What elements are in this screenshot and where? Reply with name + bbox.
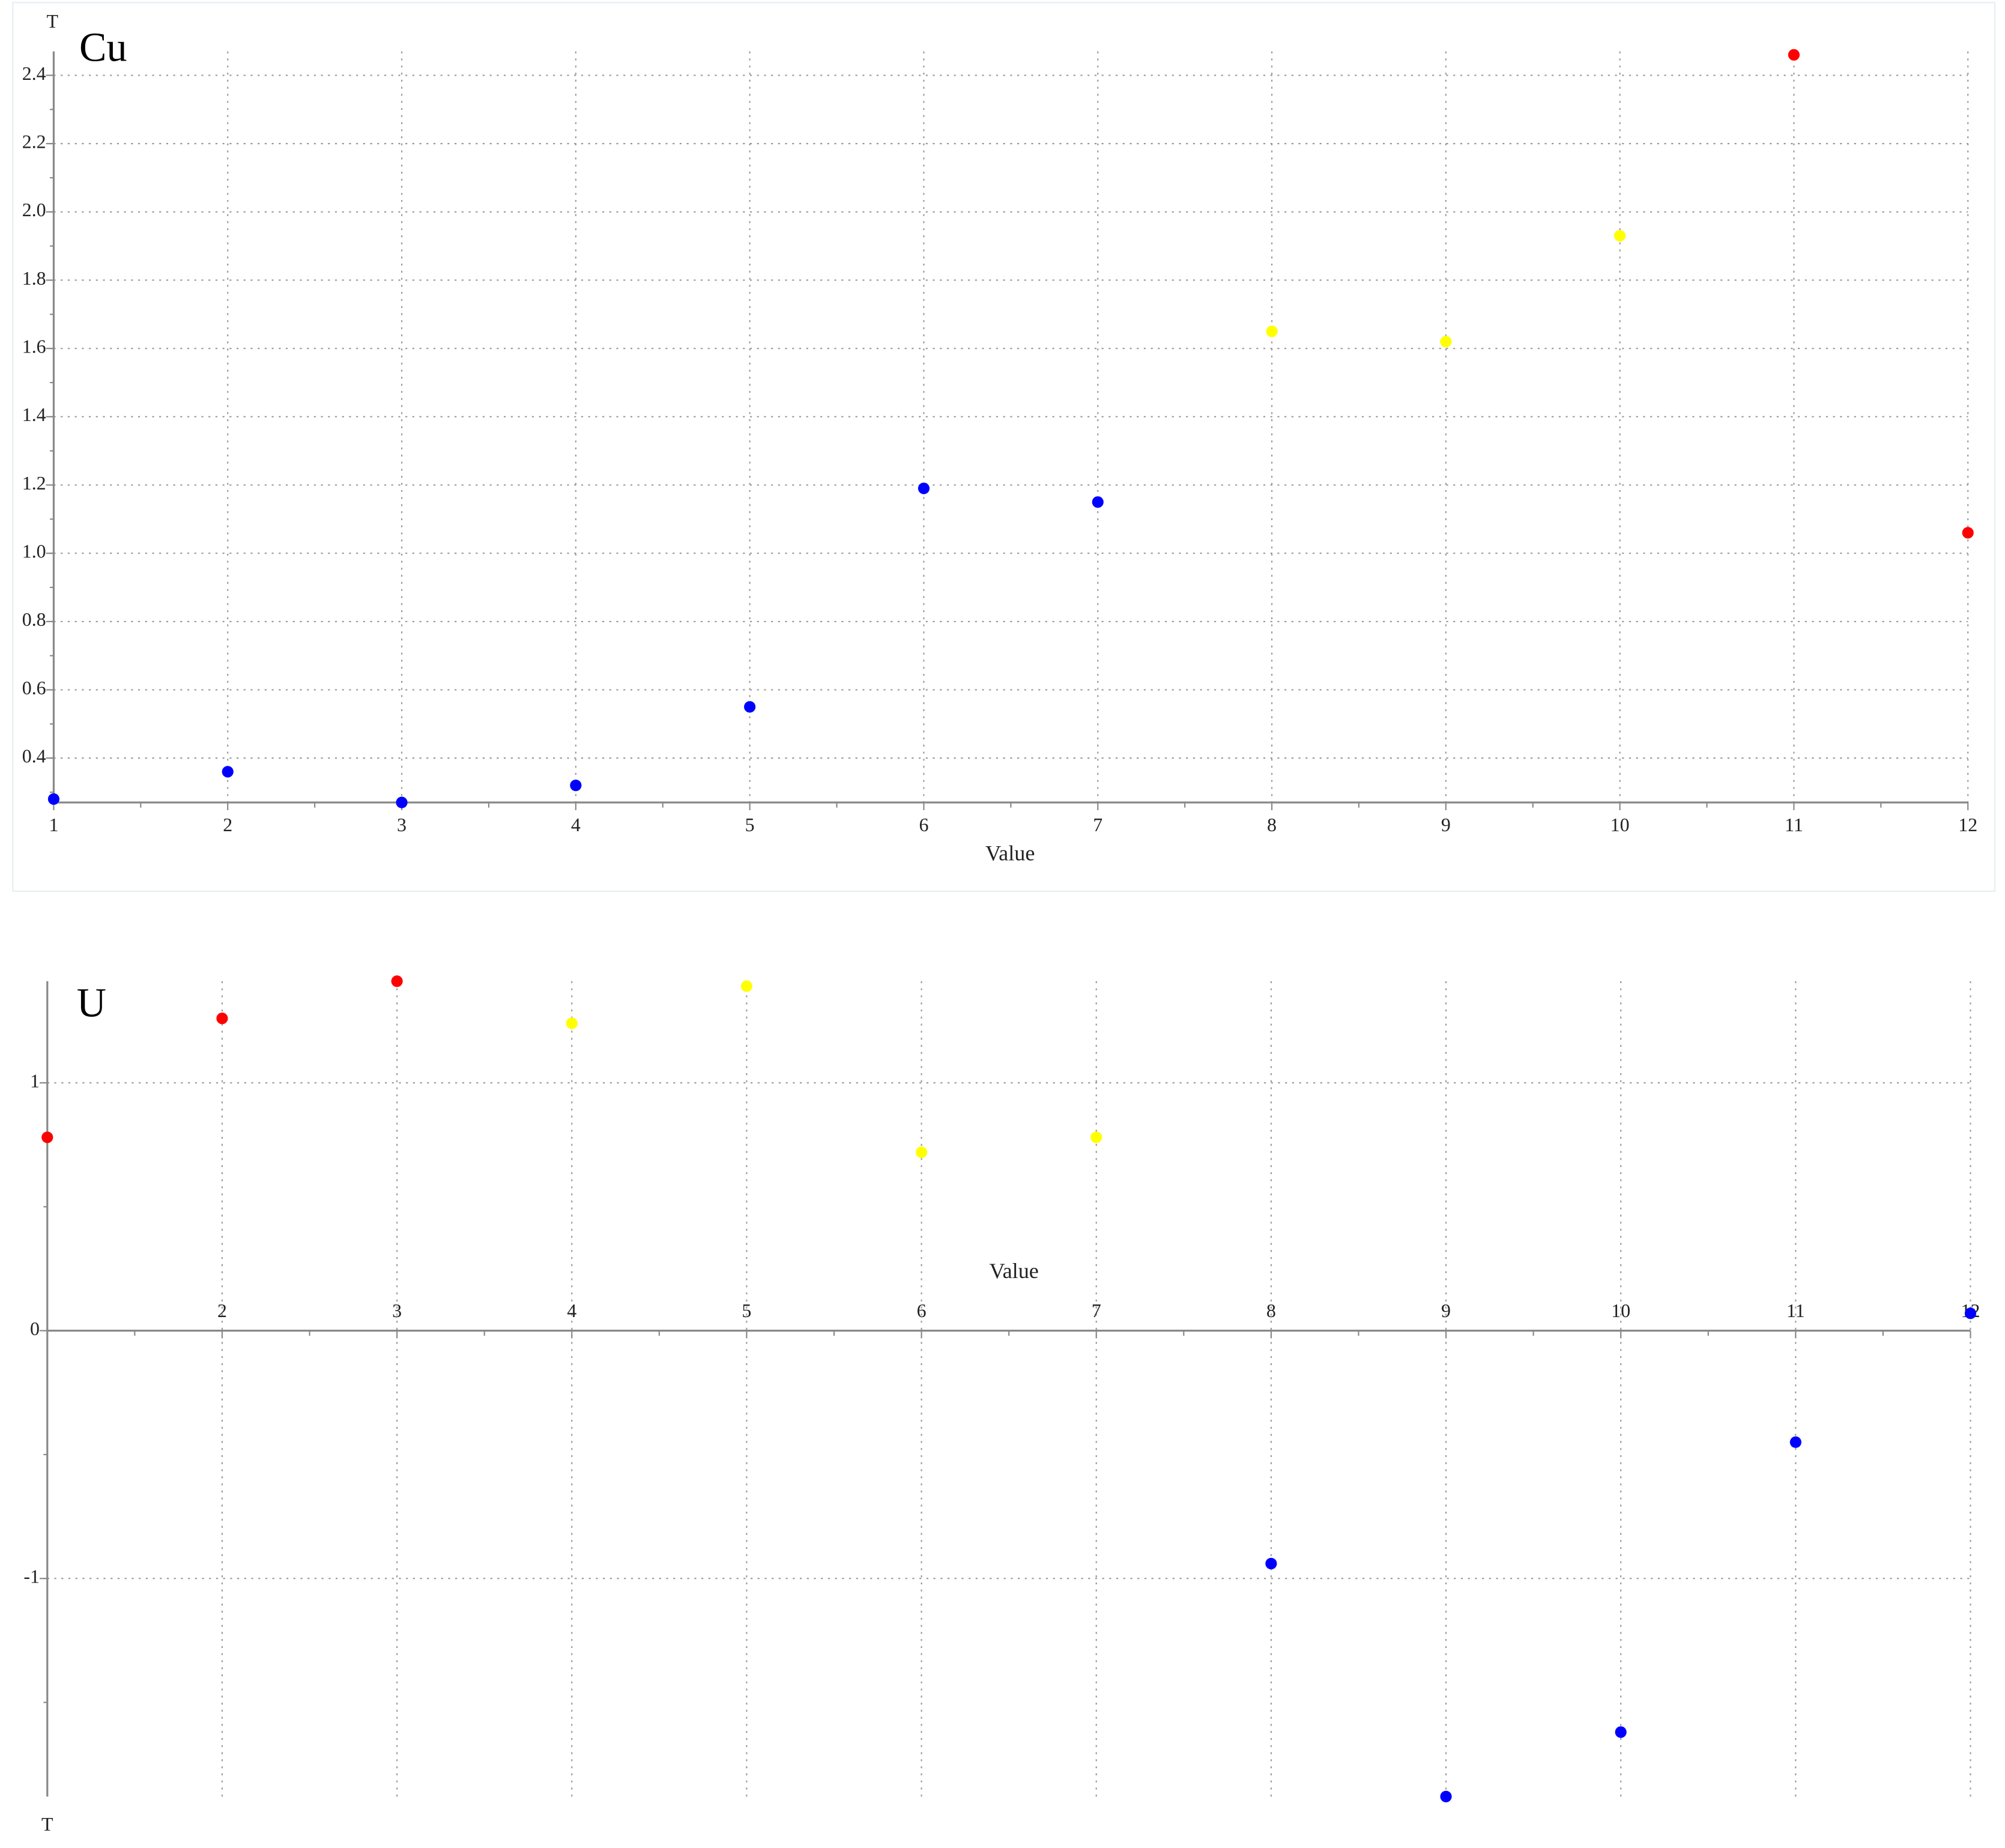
y-tick-label: 2.2 <box>22 130 46 152</box>
x-tick-label: 1 <box>49 814 58 835</box>
y-tick-label: 0.8 <box>22 608 46 630</box>
x-tick-label: 9 <box>1441 814 1451 835</box>
point <box>396 796 408 808</box>
y-tick-label: 1.2 <box>22 472 46 494</box>
point <box>1265 1557 1277 1570</box>
x-tick-label: 9 <box>1441 1300 1451 1321</box>
point <box>216 1013 228 1025</box>
y-axis-label: T <box>47 10 59 32</box>
y-tick-label: 0 <box>30 1318 40 1339</box>
y-tick-label: 1.8 <box>22 267 46 289</box>
point <box>744 701 756 713</box>
x-tick-label: 8 <box>1266 1300 1276 1321</box>
point <box>1964 1307 1977 1319</box>
panel-frame <box>12 2 1996 892</box>
point <box>740 980 752 992</box>
x-tick-label: 12 <box>1958 814 1977 835</box>
point <box>1440 336 1452 348</box>
point <box>1614 229 1626 242</box>
chart-title: Cu <box>79 24 127 70</box>
point <box>222 766 234 778</box>
x-tick-label: 11 <box>1786 1300 1805 1321</box>
x-tick-label: 7 <box>1092 1300 1101 1321</box>
x-tick-label: 4 <box>567 1300 576 1321</box>
point <box>1092 496 1104 508</box>
y-tick-label: 0.4 <box>22 745 46 767</box>
point <box>1440 1790 1452 1802</box>
point <box>570 780 582 792</box>
y-tick-label: 1.4 <box>22 404 46 425</box>
x-tick-label: 3 <box>397 814 407 835</box>
y-tick-label: 2.4 <box>22 62 46 84</box>
x-tick-label: 5 <box>745 814 755 835</box>
point <box>918 482 930 494</box>
x-tick-label: 2 <box>217 1300 227 1321</box>
x-tick-label: 8 <box>1267 814 1277 835</box>
x-tick-label: 3 <box>392 1300 402 1321</box>
x-tick-label: 11 <box>1785 814 1803 835</box>
y-axis-label: T <box>41 1813 53 1835</box>
point <box>1788 49 1800 61</box>
y-tick-label: 2.0 <box>22 199 46 220</box>
point <box>1615 1726 1627 1738</box>
x-tick-label: 6 <box>919 814 928 835</box>
point <box>1789 1436 1801 1448</box>
point <box>391 975 403 987</box>
y-tick-label: 1.0 <box>22 540 46 562</box>
point <box>41 1132 53 1144</box>
chart-title: U <box>77 980 106 1025</box>
x-tick-label: 4 <box>571 814 581 835</box>
point <box>47 793 60 805</box>
x-tick-label: 2 <box>223 814 232 835</box>
x-tick-label: 5 <box>742 1300 751 1321</box>
x-tick-label: 10 <box>1610 814 1630 835</box>
point <box>1090 1132 1102 1144</box>
y-tick-label: 1.6 <box>22 335 46 357</box>
x-tick-label: 6 <box>917 1300 927 1321</box>
x-axis-label: Value <box>989 1259 1038 1283</box>
point <box>1266 326 1278 338</box>
x-axis-label: Value <box>985 841 1035 865</box>
y-tick-label: 0.6 <box>22 677 46 698</box>
point <box>566 1017 578 1029</box>
x-tick-label: 7 <box>1093 814 1102 835</box>
point <box>915 1146 928 1159</box>
y-tick-label: -1 <box>23 1566 40 1587</box>
x-tick-label: 10 <box>1611 1300 1630 1321</box>
point <box>1962 527 1974 539</box>
y-tick-label: 1 <box>30 1070 40 1091</box>
